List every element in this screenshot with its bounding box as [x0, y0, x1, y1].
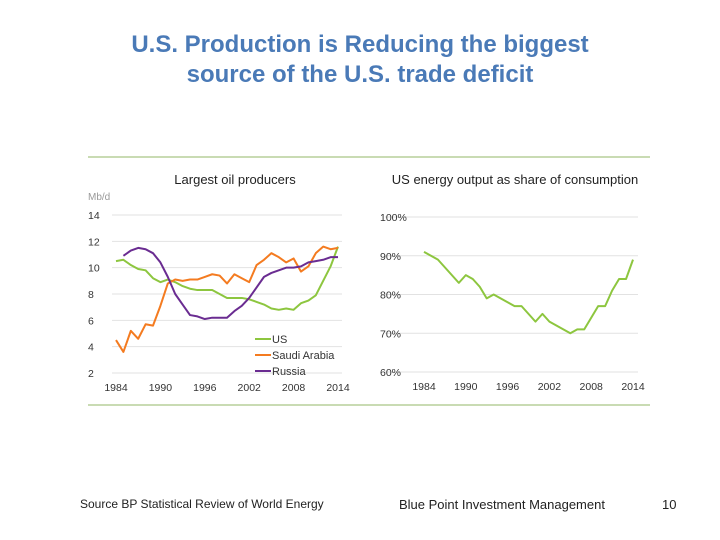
title-line-1: U.S. Production is Reducing the biggest	[131, 31, 589, 58]
y-tick-label: 12	[88, 236, 100, 248]
x-tick-label: 2008	[580, 381, 604, 393]
y-tick-label: 10	[88, 263, 100, 275]
x-tick-label: 1990	[149, 382, 173, 394]
company-name: Blue Point Investment Management	[399, 497, 605, 512]
page-number: 10	[662, 497, 677, 512]
y-tick-label: 8	[88, 289, 94, 301]
y-axis-label: Mb/d	[88, 192, 110, 203]
x-tick-label: 1996	[496, 381, 520, 393]
x-tick-label: 2014	[621, 381, 645, 393]
x-tick-label: 2002	[538, 381, 562, 393]
legend-label: Saudi Arabia	[272, 350, 335, 362]
chart-title: Largest oil producers	[174, 172, 296, 187]
y-tick-label: 14	[88, 210, 100, 222]
x-tick-label: 2014	[326, 382, 350, 394]
y-tick-label: 100%	[380, 212, 407, 224]
x-tick-label: 1984	[412, 381, 436, 393]
y-tick-label: 70%	[380, 328, 401, 340]
y-tick-label: 2	[88, 368, 94, 380]
legend-label: Russia	[272, 366, 307, 378]
series-line-share	[423, 251, 634, 335]
legend-label: US	[272, 334, 287, 346]
chart-title: US energy output as share of consumption	[392, 172, 638, 187]
x-tick-label: 1990	[454, 381, 478, 393]
energy-share-chart: US energy output as share of consumption…	[380, 172, 645, 393]
y-tick-label: 90%	[380, 251, 401, 263]
x-tick-label: 2002	[238, 382, 262, 394]
oil-producers-chart: Largest oil producers Mb/d 2 4 6 8 10 12 14 1984 1…	[88, 172, 350, 394]
x-tick-label: 1996	[193, 382, 217, 394]
series-line-russia	[122, 246, 338, 321]
x-tick-label: 1984	[104, 382, 128, 394]
slide-title: U.S. Production is Reducing the biggest …	[0, 30, 720, 90]
source-note: Source BP Statistical Review of World En…	[80, 497, 324, 511]
y-tick-label: 80%	[380, 290, 401, 302]
y-tick-label: 60%	[380, 367, 401, 379]
series-line-saudi-arabia	[115, 245, 339, 353]
y-tick-label: 6	[88, 315, 94, 327]
series-line-us	[115, 246, 339, 311]
title-line-2: source of the U.S. trade deficit	[186, 61, 534, 88]
y-tick-label: 4	[88, 342, 94, 354]
x-tick-label: 2008	[282, 382, 306, 394]
